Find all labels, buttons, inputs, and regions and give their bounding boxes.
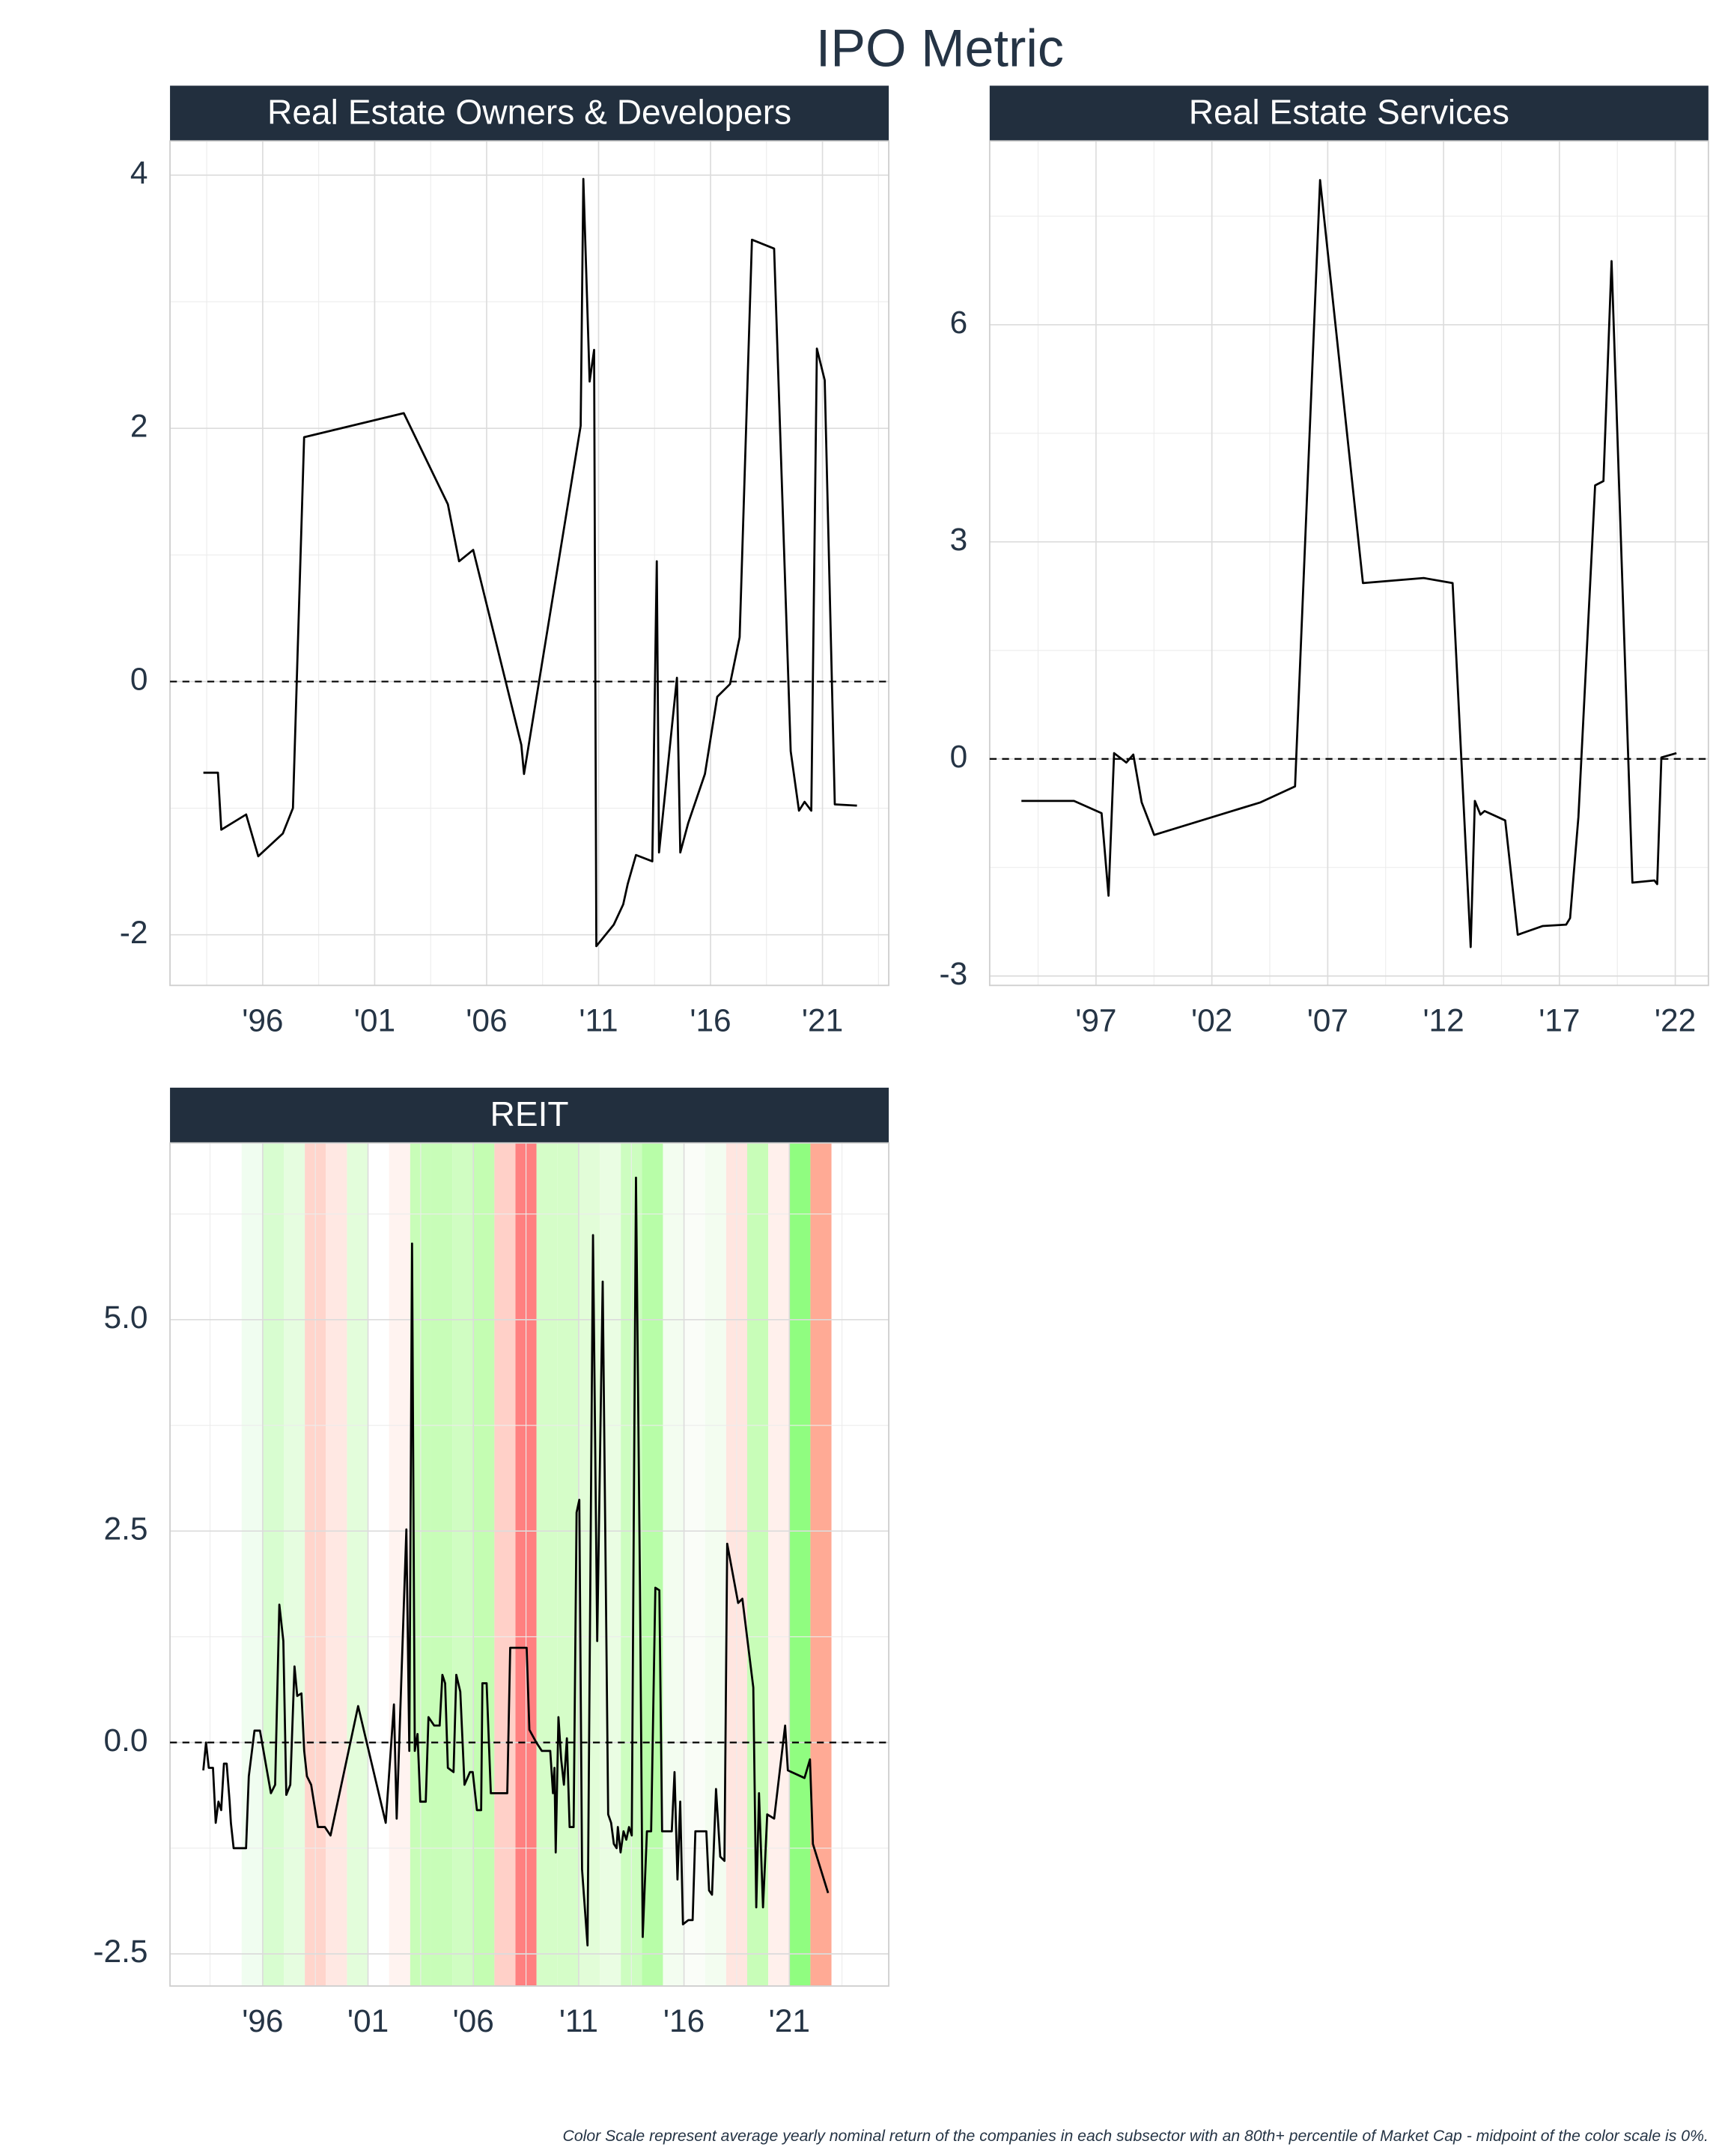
color-band bbox=[473, 1142, 495, 1986]
y-tick-label: -3 bbox=[940, 956, 968, 991]
color-band bbox=[536, 1142, 558, 1986]
y-tick-label: 4 bbox=[130, 155, 148, 190]
y-tick-label: 0.0 bbox=[104, 1723, 148, 1758]
y-tick-label: -2 bbox=[120, 915, 148, 950]
data-line bbox=[1021, 179, 1677, 948]
color-band bbox=[600, 1142, 621, 1986]
data-line bbox=[202, 1176, 830, 1947]
x-tick-label: '07 bbox=[1307, 1002, 1348, 1038]
x-tick-label: '02 bbox=[1191, 1002, 1232, 1038]
data-line bbox=[203, 177, 857, 948]
facet-title: Real Estate Services bbox=[1189, 92, 1509, 131]
y-tick-label: -2.5 bbox=[93, 1934, 147, 1969]
y-tick-label: 3 bbox=[950, 522, 968, 557]
color-band bbox=[347, 1142, 368, 1986]
x-tick-label: '16 bbox=[690, 1002, 731, 1038]
color-band bbox=[262, 1142, 285, 1986]
facet-strip bbox=[989, 85, 1709, 141]
y-tick-label: 0 bbox=[130, 662, 148, 697]
panel-border bbox=[169, 140, 889, 987]
x-tick-label: '01 bbox=[347, 2003, 389, 2038]
x-tick-label: '12 bbox=[1423, 1002, 1464, 1038]
x-tick-label: '21 bbox=[802, 1002, 843, 1038]
x-tick-label: '16 bbox=[663, 2003, 705, 2038]
y-tick-label: 2.5 bbox=[104, 1511, 148, 1546]
x-tick-label: '97 bbox=[1075, 1002, 1116, 1038]
x-tick-label: '01 bbox=[354, 1002, 395, 1038]
color-band bbox=[452, 1142, 474, 1986]
color-band bbox=[810, 1142, 832, 1986]
caption: Color Scale represent average yearly nom… bbox=[563, 2128, 1709, 2145]
x-tick-label: '96 bbox=[242, 2003, 283, 2038]
chart-title: IPO Metric bbox=[816, 19, 1064, 78]
color-band bbox=[768, 1142, 790, 1986]
facet-strip bbox=[170, 1087, 889, 1143]
x-tick-label: '96 bbox=[242, 1002, 283, 1038]
x-tick-label: '11 bbox=[559, 2003, 598, 2038]
y-tick-label: 0 bbox=[950, 739, 968, 774]
x-tick-label: '22 bbox=[1655, 1002, 1696, 1038]
panel-border bbox=[169, 1142, 889, 1987]
x-tick-label: '11 bbox=[579, 1002, 618, 1038]
facet-title: REIT bbox=[490, 1094, 569, 1133]
color-band bbox=[326, 1142, 347, 1986]
color-band bbox=[284, 1142, 305, 1986]
y-tick-label: 6 bbox=[950, 305, 968, 340]
facet-strip bbox=[170, 85, 889, 141]
panel-border bbox=[988, 140, 1709, 987]
y-tick-label: 5.0 bbox=[104, 1300, 148, 1335]
color-band bbox=[241, 1142, 263, 1986]
facet-title: Real Estate Owners & Developers bbox=[267, 92, 791, 131]
color-band bbox=[789, 1142, 811, 1986]
color-band bbox=[431, 1142, 453, 1986]
color-band bbox=[705, 1142, 726, 1986]
y-tick-label: 2 bbox=[130, 408, 148, 443]
x-tick-label: '21 bbox=[769, 2003, 810, 2038]
x-tick-label: '17 bbox=[1539, 1002, 1580, 1038]
color-band bbox=[494, 1142, 516, 1986]
x-tick-label: '06 bbox=[453, 2003, 494, 2038]
x-tick-label: '06 bbox=[466, 1002, 507, 1038]
